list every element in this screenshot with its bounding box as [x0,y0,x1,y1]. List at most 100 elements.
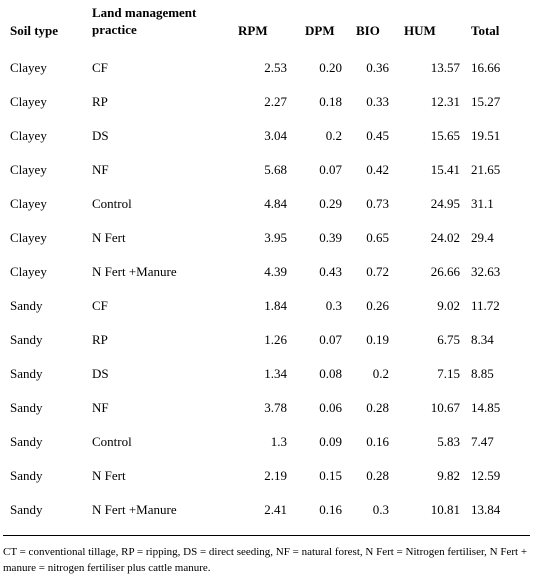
cell-soil-type: Clayey [10,94,47,109]
table-row: Clayey CF 2.53 0.20 0.36 13.57 16.66 [0,59,533,93]
cell-rpm: 3.04 [264,128,287,143]
cell-total: 7.47 [471,434,494,449]
cell-bio: 0.65 [366,230,389,245]
cell-dpm: 0.07 [319,162,342,177]
table-row: Clayey N Fert 3.95 0.39 0.65 24.02 29.4 [0,229,533,263]
cell-soil-type: Clayey [10,264,47,279]
cell-dpm: 0.16 [319,502,342,517]
cell-bio: 0.3 [372,502,389,517]
cell-rpm: 2.27 [264,94,287,109]
cell-practice: N Fert [92,468,126,483]
cell-dpm: 0.15 [319,468,342,483]
cell-dpm: 0.43 [319,264,342,279]
header-total: Total [471,23,500,38]
cell-practice: RP [92,94,108,109]
cell-bio: 0.28 [366,400,389,415]
cell-rpm: 1.3 [270,434,287,449]
cell-bio: 0.16 [366,434,389,449]
cell-rpm: 2.19 [264,468,287,483]
cell-practice: RP [92,332,108,347]
cell-total: 16.66 [471,60,501,75]
cell-practice: DS [92,366,109,381]
cell-dpm: 0.39 [319,230,342,245]
cell-dpm: 0.18 [319,94,342,109]
cell-hum: 5.83 [437,434,460,449]
cell-soil-type: Sandy [10,468,43,483]
cell-dpm: 0.09 [319,434,342,449]
cell-soil-type: Clayey [10,162,47,177]
header-soil-type: Soil type [10,23,59,38]
cell-hum: 15.65 [430,128,460,143]
cell-practice: Control [92,434,132,449]
header-rpm: RPM [238,23,268,38]
cell-bio: 0.36 [366,60,389,75]
cell-rpm: 1.34 [264,366,287,381]
cell-bio: 0.28 [366,468,389,483]
table-row: Sandy N Fert 2.19 0.15 0.28 9.82 12.59 [0,467,533,501]
cell-total: 12.59 [471,468,501,483]
cell-total: 21.65 [471,162,501,177]
table-bottom-rule [3,535,530,536]
cell-dpm: 0.20 [319,60,342,75]
header-practice-line2: practice [92,22,137,37]
cell-hum: 6.75 [437,332,460,347]
cell-rpm: 2.53 [264,60,287,75]
cell-rpm: 5.68 [264,162,287,177]
cell-bio: 0.2 [372,366,389,381]
cell-soil-type: Sandy [10,366,43,381]
cell-bio: 0.72 [366,264,389,279]
cell-hum: 24.95 [430,196,460,211]
cell-soil-type: Sandy [10,332,43,347]
table-row: Sandy DS 1.34 0.08 0.2 7.15 8.85 [0,365,533,399]
table-row: Sandy CF 1.84 0.3 0.26 9.02 11.72 [0,297,533,331]
table-row: Clayey NF 5.68 0.07 0.42 15.41 21.65 [0,161,533,195]
table-row: Sandy RP 1.26 0.07 0.19 6.75 8.34 [0,331,533,365]
cell-hum: 9.02 [437,298,460,313]
cell-dpm: 0.29 [319,196,342,211]
cell-hum: 10.67 [430,400,460,415]
header-dpm: DPM [305,23,335,38]
header-bio: BIO [356,23,380,38]
cell-total: 13.84 [471,502,501,517]
cell-dpm: 0.07 [319,332,342,347]
cell-practice: N Fert [92,230,126,245]
cell-rpm: 1.26 [264,332,287,347]
cell-practice: Control [92,196,132,211]
cell-dpm: 0.08 [319,366,342,381]
cell-total: 14.85 [471,400,501,415]
cell-hum: 7.15 [437,366,460,381]
cell-total: 31.1 [471,196,494,211]
cell-practice: N Fert +Manure [92,264,177,279]
cell-total: 8.85 [471,366,494,381]
cell-soil-type: Clayey [10,230,47,245]
cell-dpm: 0.2 [325,128,342,143]
cell-dpm: 0.06 [319,400,342,415]
cell-rpm: 2.41 [264,502,287,517]
table-row: Clayey RP 2.27 0.18 0.33 12.31 15.27 [0,93,533,127]
cell-total: 11.72 [471,298,500,313]
table-row: Sandy Control 1.3 0.09 0.16 5.83 7.47 [0,433,533,467]
table-row: Clayey N Fert +Manure 4.39 0.43 0.72 26.66 32.… [0,263,533,297]
table-row: Sandy NF 3.78 0.06 0.28 10.67 14.85 [0,399,533,433]
cell-soil-type: Sandy [10,434,43,449]
cell-rpm: 4.39 [264,264,287,279]
cell-practice: NF [92,162,109,177]
cell-practice: NF [92,400,109,415]
cell-hum: 13.57 [430,60,460,75]
footnote: CT = conventional tillage, RP = ripping,… [3,546,528,574]
cell-rpm: 3.78 [264,400,287,415]
header-hum: HUM [404,23,436,38]
cell-soil-type: Clayey [10,196,47,211]
cell-hum: 12.31 [430,94,460,109]
cell-bio: 0.42 [366,162,389,177]
cell-bio: 0.19 [366,332,389,347]
cell-total: 15.27 [471,94,501,109]
cell-soil-type: Sandy [10,298,43,313]
cell-practice: DS [92,128,109,143]
cell-practice: CF [92,60,108,75]
cell-practice: N Fert +Manure [92,502,177,517]
cell-total: 8.34 [471,332,494,347]
cell-bio: 0.45 [366,128,389,143]
cell-hum: 15.41 [430,162,460,177]
cell-rpm: 4.84 [264,196,287,211]
